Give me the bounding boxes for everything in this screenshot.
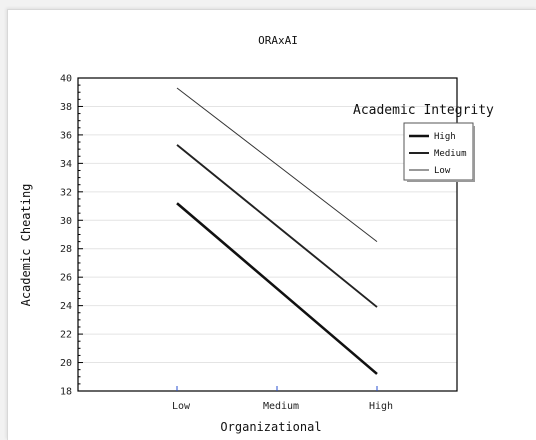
x-tick-labels: Low Medium High (172, 401, 393, 412)
legend: High Medium Low (403, 122, 475, 182)
y-tick-label: 38 (60, 102, 72, 113)
axes (77, 77, 458, 392)
legend-label-low: Low (434, 166, 451, 176)
y-tick-label: 36 (60, 130, 72, 141)
plot-frame (77, 77, 458, 392)
y-tick-label: 32 (60, 187, 72, 198)
x-tick-label: High (369, 401, 393, 412)
x-tick-label: Low (172, 401, 191, 412)
series-line-high (176, 202, 378, 375)
chart-svg: ORAxAI 18 20 22 24 26 28 30 32 34 36 38 40 Low Mediu… (19, 34, 494, 434)
y-tick-label: 40 (60, 74, 72, 85)
x-axis-title: Organizational (220, 420, 321, 434)
chart-panel: ORAxAI 18 20 22 24 26 28 30 32 34 36 38 40 Low Mediu… (7, 9, 536, 440)
y-tick-label: 18 (60, 387, 72, 398)
legend-label-medium: Medium (434, 149, 467, 159)
y-tick-label: 20 (60, 358, 72, 369)
y-tick-labels: 18 20 22 24 26 28 30 32 34 36 38 40 (60, 74, 72, 398)
y-axis-title: Academic Cheating (19, 184, 33, 307)
series-lines (176, 87, 378, 375)
y-tick-label: 26 (60, 273, 72, 284)
grid-lines (78, 105, 457, 364)
series-line-low (176, 87, 378, 243)
series-line-medium (176, 144, 378, 308)
y-tick-label: 34 (60, 159, 72, 170)
y-tick-label: 22 (60, 330, 72, 341)
legend-label-high: High (434, 132, 456, 142)
y-tick-label: 24 (60, 301, 72, 312)
x-tick-label: Medium (263, 401, 299, 412)
chart-title: ORAxAI (258, 34, 298, 47)
y-tick-label: 28 (60, 244, 72, 255)
legend-title: Academic Integrity (353, 103, 494, 118)
y-tick-label: 30 (60, 216, 72, 227)
